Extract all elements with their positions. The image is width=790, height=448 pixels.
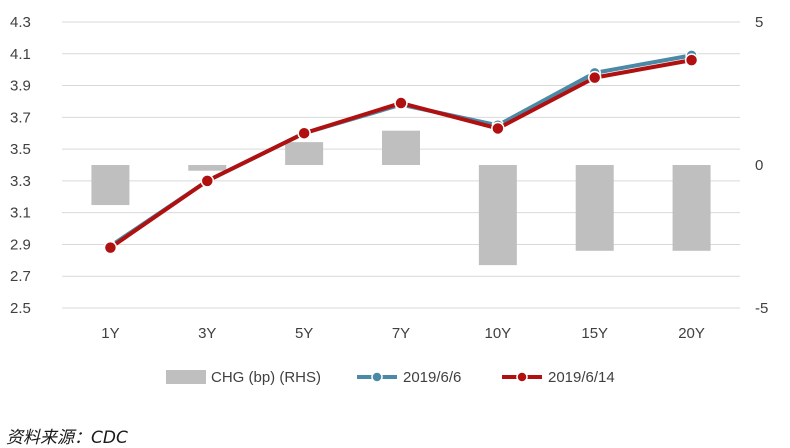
x-tick-label: 3Y [198, 325, 216, 342]
y-axis-right: -5 0 5 [755, 14, 768, 317]
bar [478, 165, 517, 266]
x-tick-label: 20Y [678, 325, 705, 342]
x-tick-label: 5Y [295, 325, 313, 342]
bar-series [91, 130, 711, 266]
data-point [200, 174, 215, 188]
x-axis: 1Y 3Y 5Y 7Y 10Y 15Y 20Y [101, 325, 705, 342]
source-note: 资料来源：CDC [6, 428, 128, 448]
y-left-tick-label: 4.1 [10, 46, 31, 63]
y-left-tick-label: 4.3 [10, 14, 31, 31]
chart: 2.5 2.7 2.9 3.1 3.3 3.5 3.7 3.9 4.1 4.3 -5 0 5 1Y 3Y… [10, 14, 768, 386]
y-left-tick-label: 3.5 [10, 141, 31, 158]
legend: CHG (bp) (RHS) 2019/6/6 2019/6/14 [166, 369, 615, 386]
x-tick-label: 10Y [485, 325, 512, 342]
legend-label: 2019/6/6 [403, 369, 461, 386]
x-tick-label: 1Y [101, 325, 119, 342]
bar [285, 142, 324, 165]
legend-marker [371, 371, 383, 383]
y-left-tick-label: 3.3 [10, 173, 31, 190]
y-right-tick-label: 0 [755, 157, 763, 174]
bar [91, 165, 130, 206]
bar [188, 165, 227, 171]
bar [575, 165, 614, 251]
y-axis-left: 2.5 2.7 2.9 3.1 3.3 3.5 3.7 3.9 4.1 4.3 [10, 14, 31, 317]
y-left-tick-label: 3.7 [10, 109, 31, 126]
y-right-tick-label: -5 [755, 300, 768, 317]
y-left-tick-label: 3.1 [10, 205, 31, 222]
legend-label: CHG (bp) (RHS) [211, 369, 321, 386]
data-point [587, 70, 602, 85]
x-tick-label: 7Y [392, 325, 410, 342]
data-point [684, 53, 699, 67]
data-point [491, 121, 505, 136]
data-point [394, 96, 408, 110]
data-point [297, 126, 311, 140]
y-left-tick-label: 2.5 [10, 300, 31, 317]
x-tick-label: 15Y [581, 325, 608, 342]
y-right-tick-label: 5 [755, 14, 763, 31]
bar [672, 165, 711, 251]
y-left-tick-label: 2.9 [10, 236, 31, 253]
y-left-tick-label: 3.9 [10, 78, 31, 95]
bar [382, 130, 420, 165]
data-point [103, 240, 118, 255]
legend-marker [516, 371, 528, 383]
legend-label: 2019/6/14 [548, 369, 615, 386]
y-left-tick-label: 2.7 [10, 268, 31, 285]
line-series [103, 49, 699, 255]
legend-swatch [166, 370, 206, 384]
